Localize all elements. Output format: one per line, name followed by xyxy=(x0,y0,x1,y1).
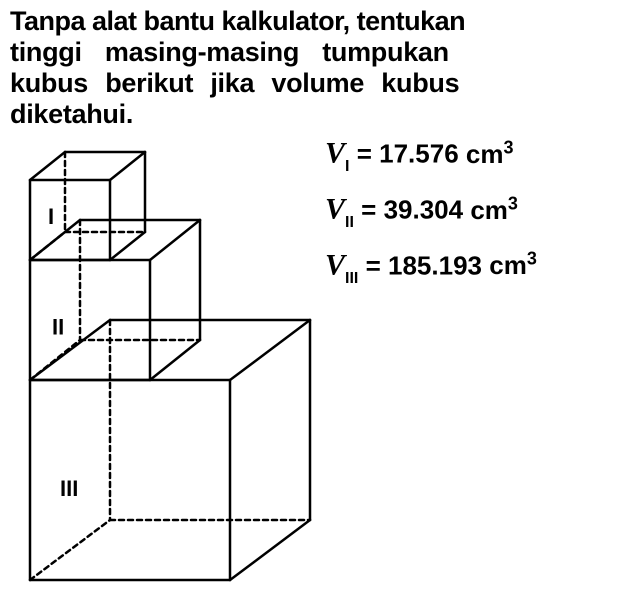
v1-value: 17.576 xyxy=(379,139,459,169)
question-line-1: Tanpa alat bantu kalkulator, tentukan xyxy=(10,6,625,37)
v3-unit: cm3 xyxy=(489,250,537,280)
v1-sub: I xyxy=(345,158,349,175)
formula-v3: VIII = 185.193 cm3 xyxy=(325,240,537,296)
cube-stack-diagram: IIIIII xyxy=(0,130,340,605)
v2-sub: II xyxy=(345,214,354,231)
v3-value: 185.193 xyxy=(388,250,482,280)
v1-equals: = xyxy=(357,139,379,169)
formula-v2: VII = 39.304 cm3 xyxy=(325,184,537,240)
cube-label-3: III xyxy=(60,476,78,501)
question-line-2: tinggi masing-masing tumpukan xyxy=(10,37,625,68)
v1-unit: cm3 xyxy=(466,139,514,169)
formulas-block: VI = 17.576 cm3 VII = 39.304 cm3 VIII = … xyxy=(325,128,537,296)
v3-equals: = xyxy=(366,250,388,280)
v2-equals: = xyxy=(361,195,383,225)
question-line-4: diketahui. xyxy=(10,99,625,130)
formula-v1: VI = 17.576 cm3 xyxy=(325,128,537,184)
v2-unit: cm3 xyxy=(470,195,518,225)
question-text: Tanpa alat bantu kalkulator, tentukan ti… xyxy=(10,6,625,130)
v2-value: 39.304 xyxy=(384,195,464,225)
cube-label-1: I xyxy=(48,204,54,229)
cube-label-2: II xyxy=(52,314,64,339)
v3-sub: III xyxy=(345,270,358,287)
question-line-3: kubus berikut jika volume kubus xyxy=(10,68,625,99)
